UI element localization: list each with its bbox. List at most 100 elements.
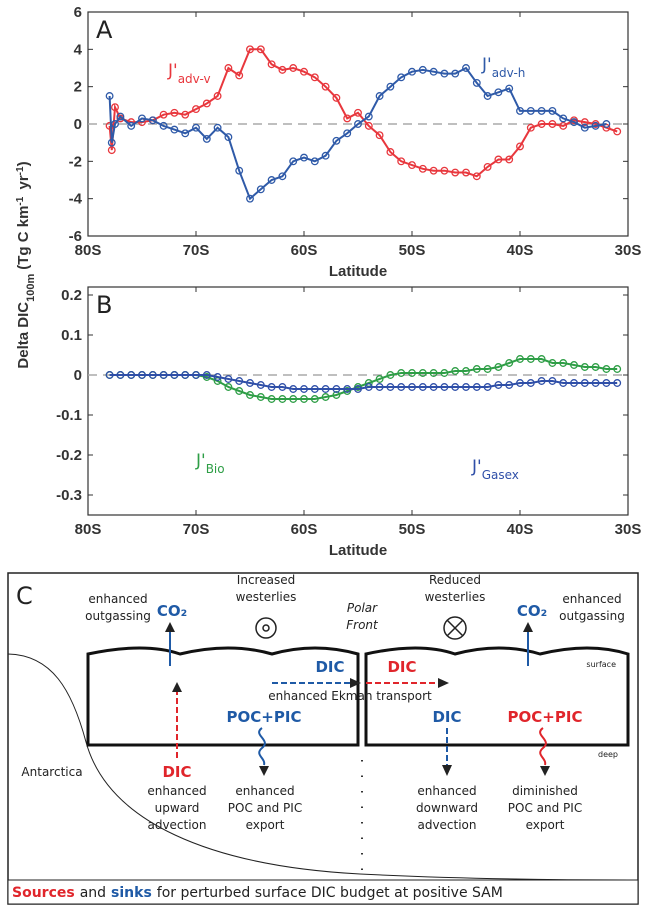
- data-point: [375, 383, 384, 391]
- data-point: [613, 379, 622, 387]
- data-point: [548, 359, 557, 367]
- data-point: [159, 371, 168, 379]
- data-point: [310, 157, 319, 166]
- data-point: [354, 385, 362, 393]
- data-point: [235, 387, 244, 395]
- data-point: [107, 146, 116, 155]
- squiggle: [539, 727, 547, 766]
- series-name: J': [481, 55, 492, 75]
- caption-box: [7, 879, 639, 905]
- data-point: [559, 121, 568, 130]
- data-point: [202, 134, 211, 143]
- data-point: [278, 383, 287, 391]
- data-point: [213, 373, 222, 381]
- dic-downward: DIC: [432, 708, 461, 726]
- upward-label: enhanced upward advection: [147, 784, 206, 832]
- data-point: [364, 112, 373, 121]
- y-label-unit: yr: [15, 175, 32, 194]
- data-point: [138, 371, 146, 379]
- x-tick-label: 50S: [399, 242, 426, 259]
- data-point: [246, 391, 254, 399]
- data-point: [537, 106, 546, 115]
- data-point: [224, 383, 233, 391]
- line: outgassing: [85, 609, 151, 623]
- data-point: [559, 359, 568, 367]
- series-line: [109, 374, 618, 390]
- data-point: [440, 383, 449, 391]
- x-axis-label: Latitude: [329, 263, 387, 280]
- y-tick-label: 6: [74, 4, 82, 21]
- data-point: [267, 176, 276, 184]
- deep-label: deep: [598, 750, 618, 759]
- export-left-label: enhanced POC and PIC export: [228, 784, 302, 832]
- y-label-unit: ): [15, 161, 32, 166]
- line: Front: [346, 618, 379, 632]
- data-point: [224, 133, 233, 142]
- data-point: [386, 148, 395, 156]
- data-point: [256, 381, 265, 389]
- data-point: [300, 67, 308, 76]
- series-label: J'adv-h: [481, 55, 525, 80]
- data-point: [440, 69, 449, 78]
- x-tick-label: 70S: [183, 521, 210, 538]
- data-point: [462, 168, 470, 177]
- data-point: [343, 129, 352, 138]
- data-point: [321, 151, 330, 160]
- data-point: [408, 369, 416, 377]
- data-point: [235, 377, 244, 385]
- y-tick-label: 0.2: [61, 287, 82, 304]
- plot-frame: [87, 286, 629, 516]
- data-point: [483, 162, 492, 171]
- data-point: [516, 355, 524, 363]
- series-line: [108, 48, 618, 178]
- data-point: [159, 110, 168, 119]
- y-tick-label: -2: [69, 153, 82, 170]
- line: advection: [147, 818, 206, 832]
- data-point: [256, 393, 265, 401]
- data-point: [418, 65, 427, 74]
- data-point: [451, 69, 460, 78]
- data-point: [505, 84, 514, 93]
- data-point: [321, 82, 330, 91]
- data-point: [472, 78, 481, 87]
- data-point: [375, 92, 384, 100]
- data-point: [386, 383, 395, 391]
- series-name-sub: Bio: [206, 462, 225, 476]
- data-point: [289, 395, 298, 403]
- left-box: [86, 646, 360, 747]
- arrow-head: [523, 622, 533, 632]
- data-point: [107, 138, 116, 147]
- data-point: [516, 106, 524, 115]
- y-label-text: Delta DIC: [15, 302, 32, 369]
- line: Reduced: [429, 573, 481, 587]
- y-tick-label: -6: [69, 228, 82, 245]
- data-point: [310, 73, 319, 82]
- data-point: [375, 375, 384, 383]
- data-point: [505, 359, 514, 367]
- data-point: [570, 379, 578, 387]
- data-point: [397, 157, 406, 166]
- x-tick-label: 40S: [507, 242, 534, 259]
- line: downward: [416, 801, 478, 815]
- data-point: [224, 64, 233, 72]
- antarctica-label: Antarctica: [21, 765, 82, 779]
- data-point: [483, 92, 492, 100]
- data-point: [332, 385, 341, 393]
- data-point: [472, 172, 481, 181]
- caption-rest: for perturbed surface DIC budget at posi…: [157, 885, 503, 901]
- data-point: [235, 166, 244, 175]
- data-point: [170, 108, 179, 117]
- dic-upward: DIC: [162, 763, 191, 781]
- data-point: [246, 379, 254, 387]
- data-point: [559, 379, 568, 387]
- data-point: [462, 367, 470, 375]
- arrow-head: [165, 622, 175, 632]
- data-point: [548, 120, 557, 128]
- data-point: [354, 108, 362, 117]
- co2-right: CO₂: [517, 602, 547, 620]
- data-point: [494, 381, 503, 389]
- polar-front: Polar Front: [346, 601, 379, 632]
- line: Increased: [237, 573, 295, 587]
- data-point: [278, 172, 287, 181]
- data-point: [278, 65, 287, 74]
